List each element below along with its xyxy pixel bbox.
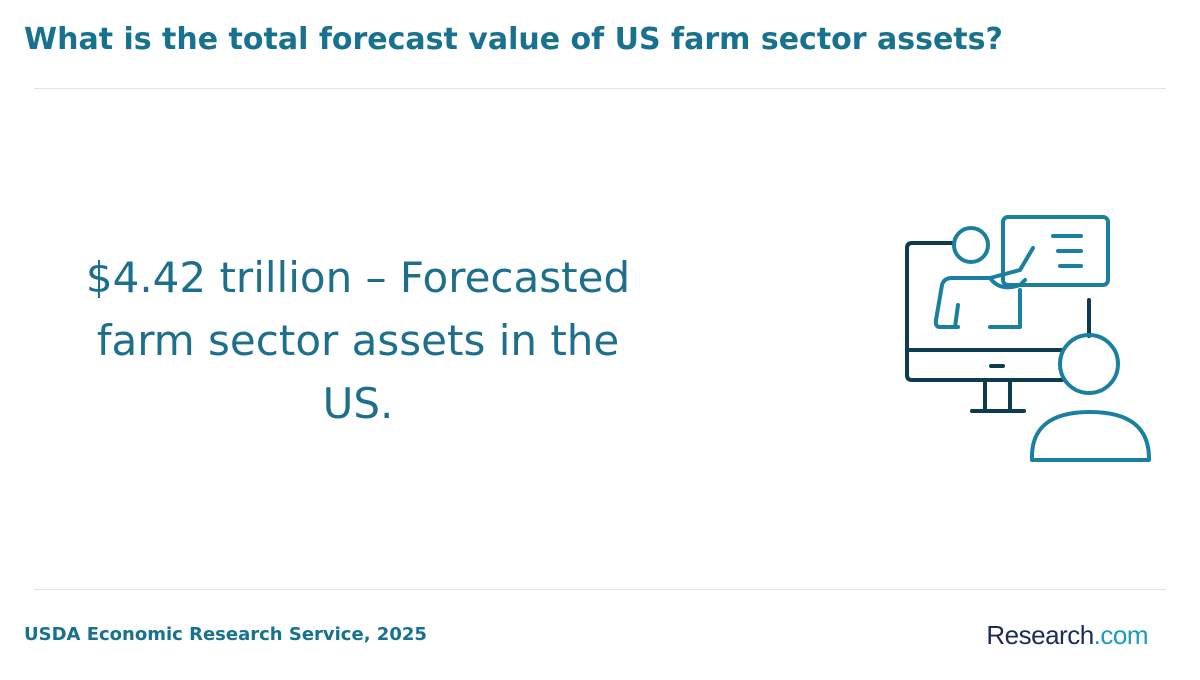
title: What is the total forecast value of US f… [24,22,1003,57]
source: USDA Economic Research Service, 2025 [24,624,427,645]
logo-name: Research [986,620,1094,650]
logo: Research.com [986,620,1148,651]
divider [34,88,1166,89]
presentation-icon [905,215,1152,462]
logo-suffix: .com [1093,620,1149,650]
statement: $4.42 trillion – Forecasted farm sector … [85,253,631,428]
divider [34,589,1166,590]
